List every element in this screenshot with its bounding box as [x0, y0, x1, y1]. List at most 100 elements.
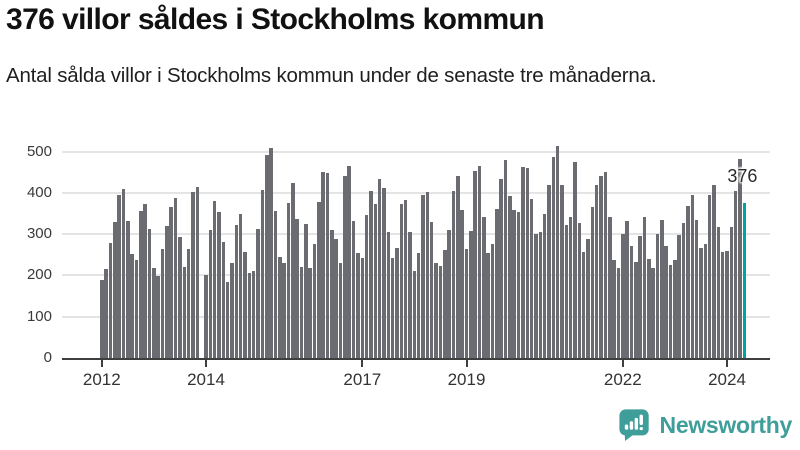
bar — [195, 187, 200, 358]
bar — [451, 191, 456, 358]
bar — [121, 188, 126, 358]
y-axis-label: 200 — [26, 266, 52, 284]
bar — [234, 225, 239, 358]
bar — [308, 267, 312, 358]
bar — [317, 201, 321, 358]
bar — [169, 206, 173, 358]
bar — [273, 211, 278, 358]
bar — [412, 270, 417, 358]
bar — [456, 176, 460, 358]
bar — [160, 249, 165, 358]
bar — [521, 166, 525, 358]
bar — [282, 263, 286, 358]
bar — [130, 254, 134, 358]
bar — [594, 184, 599, 358]
bar — [225, 281, 230, 358]
bar — [612, 259, 616, 358]
bar — [369, 191, 373, 358]
bar — [321, 171, 325, 358]
bar — [482, 217, 486, 358]
gridline — [62, 191, 770, 194]
bar — [547, 185, 551, 358]
bar — [429, 222, 434, 358]
highlighted-bar — [742, 202, 747, 358]
bar — [707, 194, 712, 358]
x-axis-label: 2017 — [343, 370, 382, 389]
bar — [490, 244, 495, 358]
y-axis-label: 100 — [26, 307, 52, 325]
bar — [638, 235, 642, 358]
gridline — [62, 150, 770, 153]
bar — [100, 279, 104, 358]
bar — [186, 248, 191, 358]
chart-title: 376 villor såldes i Stockholms kommun — [6, 3, 545, 36]
bar — [104, 269, 108, 358]
bar — [143, 204, 147, 358]
x-axis-tick — [621, 360, 624, 367]
bar — [534, 233, 538, 358]
bar — [173, 197, 178, 358]
bar — [590, 206, 595, 358]
bar — [616, 268, 621, 358]
bar — [716, 226, 721, 358]
bar — [304, 223, 308, 358]
bar — [608, 217, 612, 358]
bar — [629, 245, 634, 358]
bar — [703, 244, 708, 358]
bar — [621, 234, 625, 358]
bar — [460, 210, 464, 358]
bar — [204, 275, 208, 358]
bar — [655, 233, 660, 358]
x-axis-tick — [100, 360, 103, 367]
bar — [681, 222, 686, 358]
x-axis-label: 2012 — [82, 370, 121, 389]
bar — [642, 217, 647, 358]
bar — [269, 147, 273, 358]
x-axis-label: 2024 — [708, 370, 746, 389]
x-axis-baseline — [62, 358, 770, 360]
bar — [443, 250, 447, 358]
bar — [152, 267, 156, 358]
bar — [408, 231, 412, 358]
bar — [625, 220, 629, 358]
bar — [330, 230, 334, 358]
bar — [156, 275, 160, 358]
bar — [651, 267, 655, 358]
bar — [486, 253, 490, 358]
bar — [334, 239, 338, 358]
bar — [729, 227, 734, 358]
brand-name: Newsworthy — [659, 411, 793, 438]
bar — [733, 190, 738, 358]
bar — [508, 196, 512, 358]
bar — [677, 235, 681, 358]
bar — [690, 195, 694, 358]
bar — [473, 170, 477, 358]
bar — [351, 220, 356, 358]
bar — [208, 230, 213, 358]
bar — [395, 248, 399, 358]
x-axis-tick — [205, 360, 207, 367]
chart-subtitle: Antal sålda villor i Stockholms kommun u… — [6, 64, 657, 87]
bar — [738, 159, 742, 358]
bar — [182, 267, 186, 358]
bar — [438, 265, 443, 358]
value-annotation: 376 — [727, 166, 758, 186]
bar — [377, 178, 382, 358]
bar — [686, 206, 690, 358]
bar — [434, 263, 438, 358]
bar — [538, 232, 543, 358]
bar — [364, 215, 369, 358]
bar — [382, 187, 386, 358]
gridline — [62, 233, 770, 236]
bar — [560, 185, 564, 358]
bar — [390, 257, 395, 358]
bar — [447, 230, 451, 358]
bar — [399, 203, 404, 358]
bar — [295, 218, 299, 358]
bar — [555, 145, 560, 358]
y-axis-label: 500 — [26, 142, 52, 160]
bar — [551, 156, 556, 358]
bar — [191, 192, 195, 358]
bar — [699, 247, 703, 358]
